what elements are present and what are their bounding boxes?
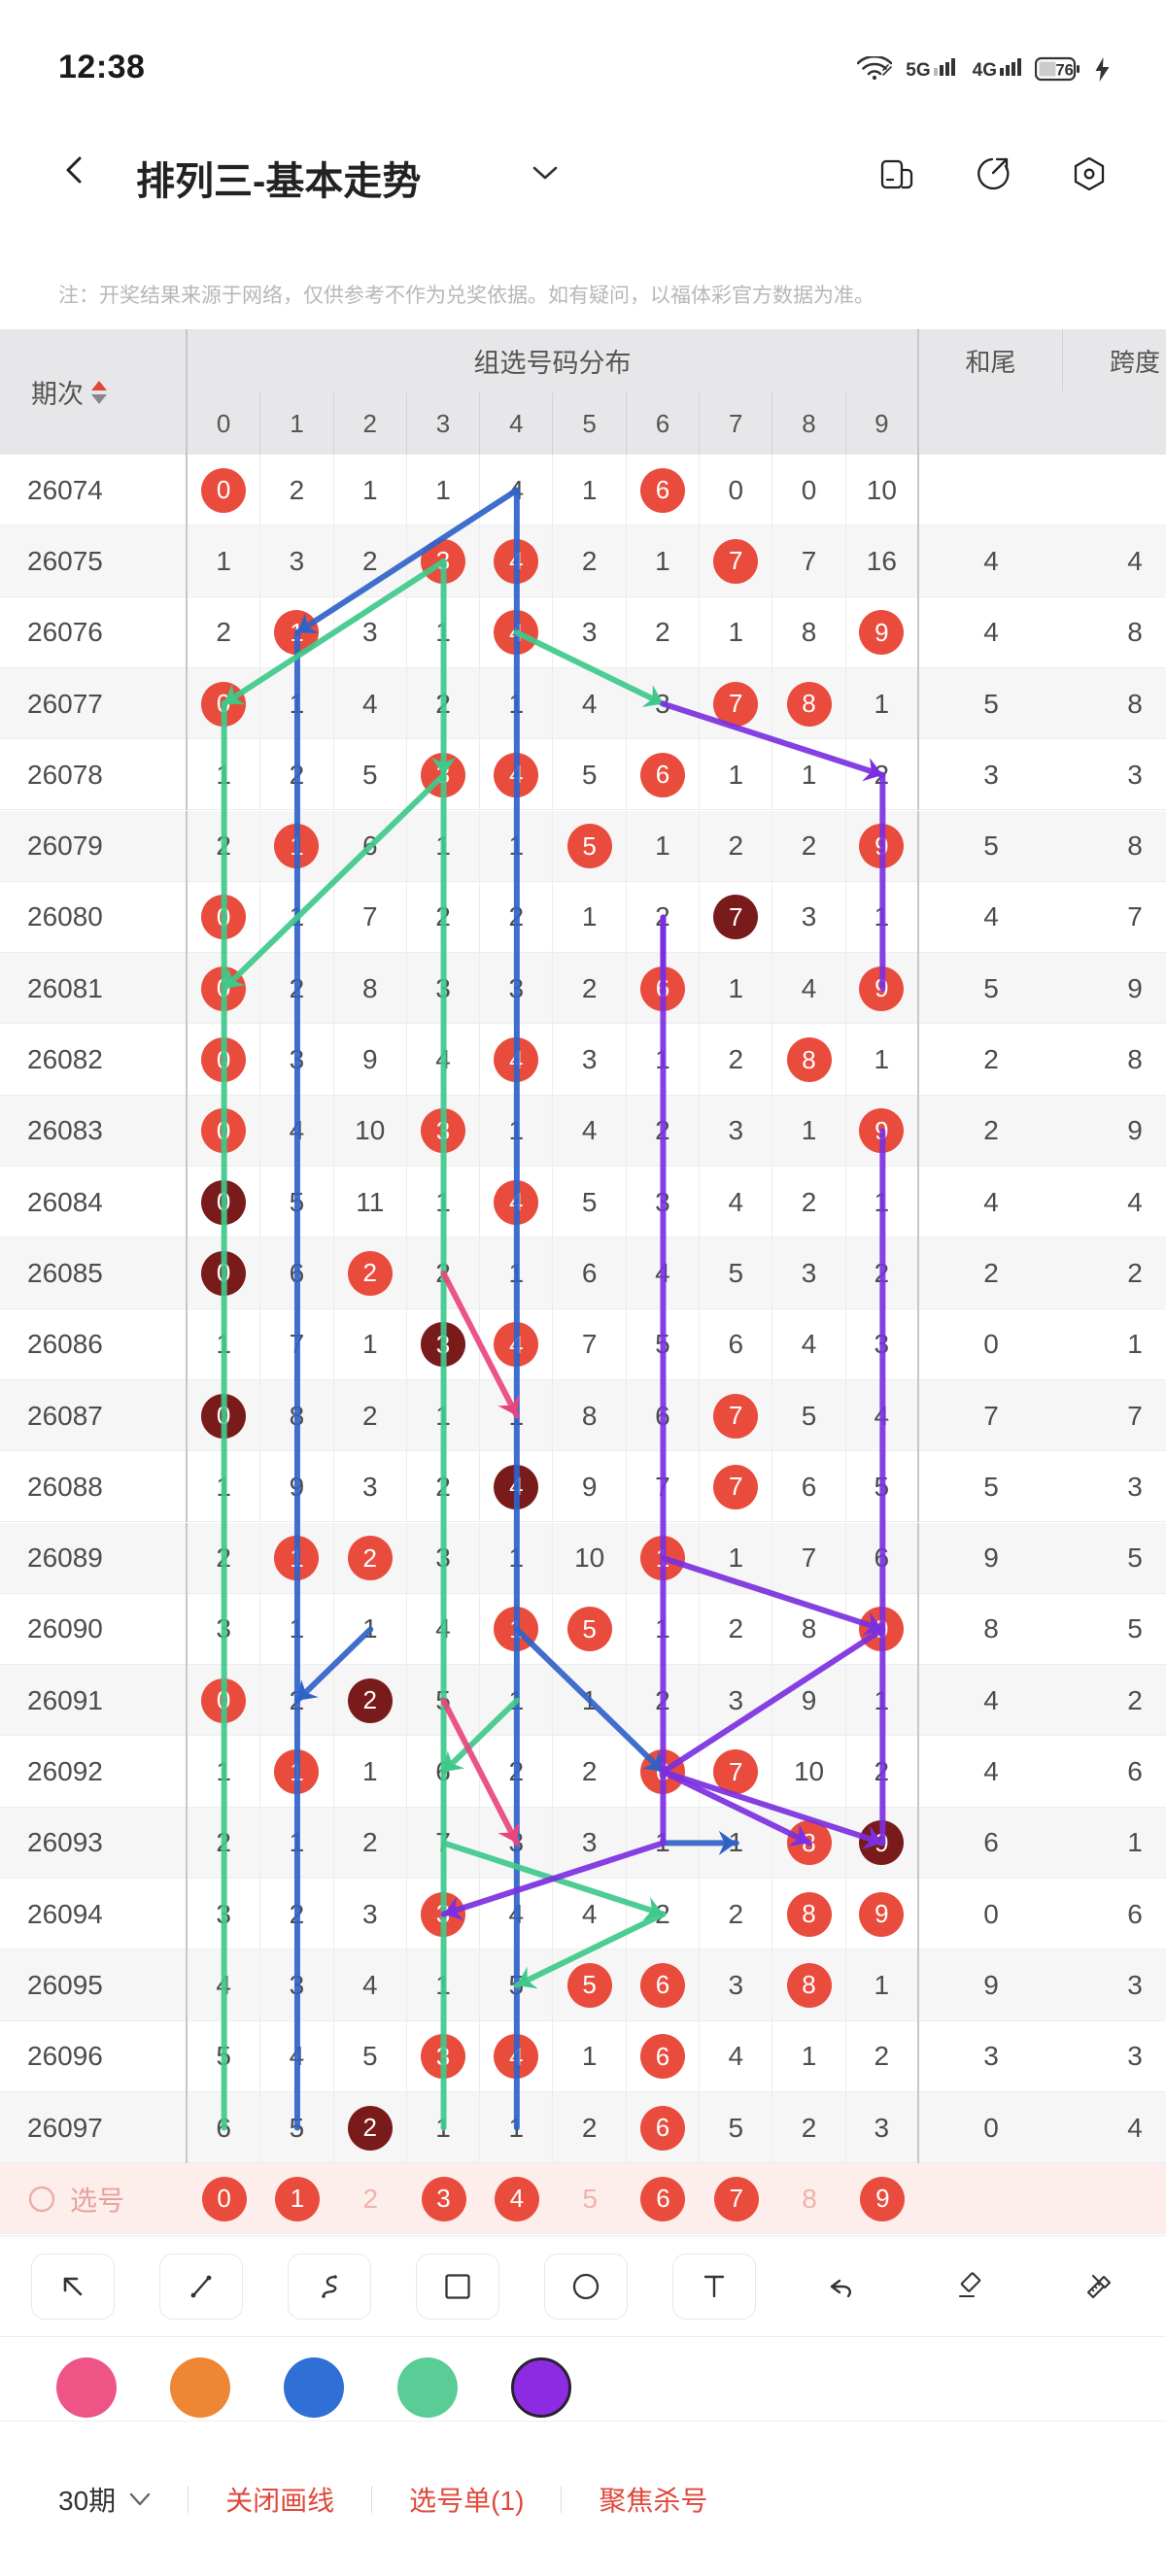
svg-text:76: 76 (1056, 62, 1074, 80)
